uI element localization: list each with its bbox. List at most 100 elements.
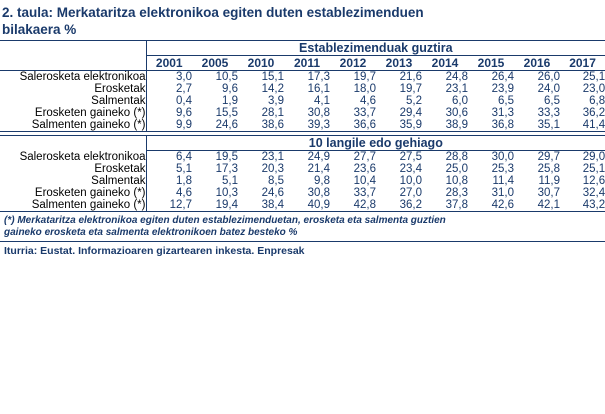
cell: 15,1 [261, 71, 284, 83]
cell: 27,0 [399, 187, 422, 199]
cell: 4,6 [145, 187, 192, 199]
row-label: Salmentak [91, 95, 146, 107]
cell: 10,8 [445, 175, 468, 187]
cell: 3,0 [145, 70, 192, 83]
cell: 1,9 [222, 95, 238, 107]
row-label: Salmentak [91, 175, 146, 187]
row-label: Erosketak [94, 163, 146, 175]
cell: 24,6 [261, 187, 284, 199]
cell: 10,4 [353, 175, 376, 187]
cell: 36,2 [582, 107, 605, 119]
cell: 29,7 [537, 151, 560, 163]
cell: 18,0 [353, 83, 376, 95]
cell: 21,6 [399, 71, 422, 83]
cell: 36,2 [376, 199, 422, 212]
cell: 26,0 [537, 71, 560, 83]
cell: 28,8 [445, 151, 468, 163]
cell: 10,5 [215, 71, 238, 83]
corner-cell [0, 40, 146, 56]
cell: 0,4 [145, 95, 192, 107]
group-header-row: Establezimenduak guztira [0, 40, 605, 56]
data-table: Establezimenduak guztira 2001 2005 2010 … [0, 40, 605, 212]
cell: 6,4 [145, 150, 192, 163]
year-header-2017: 2017 [560, 55, 605, 71]
cell: 2,7 [145, 83, 192, 95]
cell: 4,1 [314, 95, 330, 107]
cell: 37,8 [422, 199, 468, 212]
cell: 25,8 [537, 163, 560, 175]
cell: 42,8 [330, 199, 376, 212]
cell: 33,7 [353, 107, 376, 119]
cell: 32,4 [582, 187, 605, 199]
cell: 17,3 [307, 71, 330, 83]
table-row: Salmentak 0,4 1,9 3,9 4,1 4,6 5,2 6,0 6,… [0, 95, 605, 107]
year-header-corner [0, 55, 146, 71]
cell: 11,9 [538, 175, 560, 187]
cell: 24,6 [192, 119, 238, 132]
year-header-2005: 2005 [192, 55, 238, 71]
table-row: Salmenten gaineko (*) 9,9 24,6 38,6 39,3… [0, 119, 605, 132]
cell: 12,6 [582, 175, 605, 187]
cell: 5,1 [145, 163, 192, 175]
cell: 17,3 [215, 163, 238, 175]
cell: 20,3 [261, 163, 284, 175]
cell: 35,1 [514, 119, 560, 132]
group-header-1: Establezimenduak guztira [145, 40, 605, 56]
cell: 10,0 [399, 175, 422, 187]
cell: 38,9 [422, 119, 468, 132]
cell: 24,8 [445, 71, 468, 83]
cell: 5,2 [406, 95, 422, 107]
cell: 30,8 [307, 107, 330, 119]
cell: 23,0 [582, 83, 605, 95]
cell: 6,5 [498, 95, 514, 107]
row-label: Salerosketa elektronikoa [19, 150, 146, 163]
cell: 19,4 [192, 199, 238, 212]
cell: 15,5 [215, 107, 238, 119]
cell: 36,6 [330, 119, 376, 132]
cell: 30,7 [537, 187, 560, 199]
year-header-2014: 2014 [422, 55, 468, 71]
row-label: Salmenten gaineko (*) [0, 199, 146, 212]
table-row: Erosketen gaineko (*) 4,6 10,3 24,6 30,8… [0, 187, 605, 199]
cell: 14,2 [261, 83, 284, 95]
cell: 29,0 [582, 151, 605, 163]
cell: 21,4 [307, 163, 330, 175]
cell: 24,0 [537, 83, 560, 95]
cell: 3,9 [268, 95, 284, 107]
cell: 23,9 [491, 83, 514, 95]
cell: 23,6 [353, 163, 376, 175]
cell: 19,7 [353, 71, 376, 83]
cell: 9,9 [145, 119, 192, 132]
year-header-row: 2001 2005 2010 2011 2012 2013 2014 2015 … [0, 55, 605, 71]
group-header-2: 10 langile edo gehiago [145, 135, 605, 151]
cell: 1,8 [145, 175, 192, 187]
cell: 30,8 [307, 187, 330, 199]
cell: 19,7 [399, 83, 422, 95]
year-header-2015: 2015 [468, 55, 514, 71]
cell: 11,4 [492, 175, 514, 187]
year-header-2010: 2010 [238, 55, 284, 71]
cell: 41,4 [560, 119, 605, 132]
table-row: Salmenten gaineko (*) 12,7 19,4 38,4 40,… [0, 199, 605, 212]
cell: 9,8 [314, 175, 330, 187]
cell: 28,1 [261, 107, 284, 119]
year-header-2013: 2013 [376, 55, 422, 71]
page-title: 2. taula: Merkataritza elektronikoa egit… [0, 0, 605, 40]
table-row: Salerosketa elektronikoa 3,0 10,5 15,1 1… [0, 70, 605, 83]
cell: 35,9 [376, 119, 422, 132]
cell: 25,3 [491, 163, 514, 175]
cell: 38,6 [238, 119, 284, 132]
cell: 9,6 [222, 83, 238, 95]
row-label: Salerosketa elektronikoa [19, 71, 146, 83]
cell: 36,8 [468, 119, 514, 132]
cell: 27,7 [353, 151, 376, 163]
cell: 9,6 [145, 107, 192, 119]
page-title-line-1: 2. taula: Merkataritza elektronikoa egit… [2, 5, 424, 20]
cell: 31,0 [491, 187, 514, 199]
source-note: Iturria: Eustat. Informazioaren gizartea… [0, 241, 605, 259]
table-row: Salmentak 1,8 5,1 8,5 9,8 10,4 10,0 10,8… [0, 175, 605, 187]
cell: 23,4 [399, 163, 422, 175]
cell: 8,5 [268, 175, 284, 187]
cell: 4,6 [360, 95, 376, 107]
